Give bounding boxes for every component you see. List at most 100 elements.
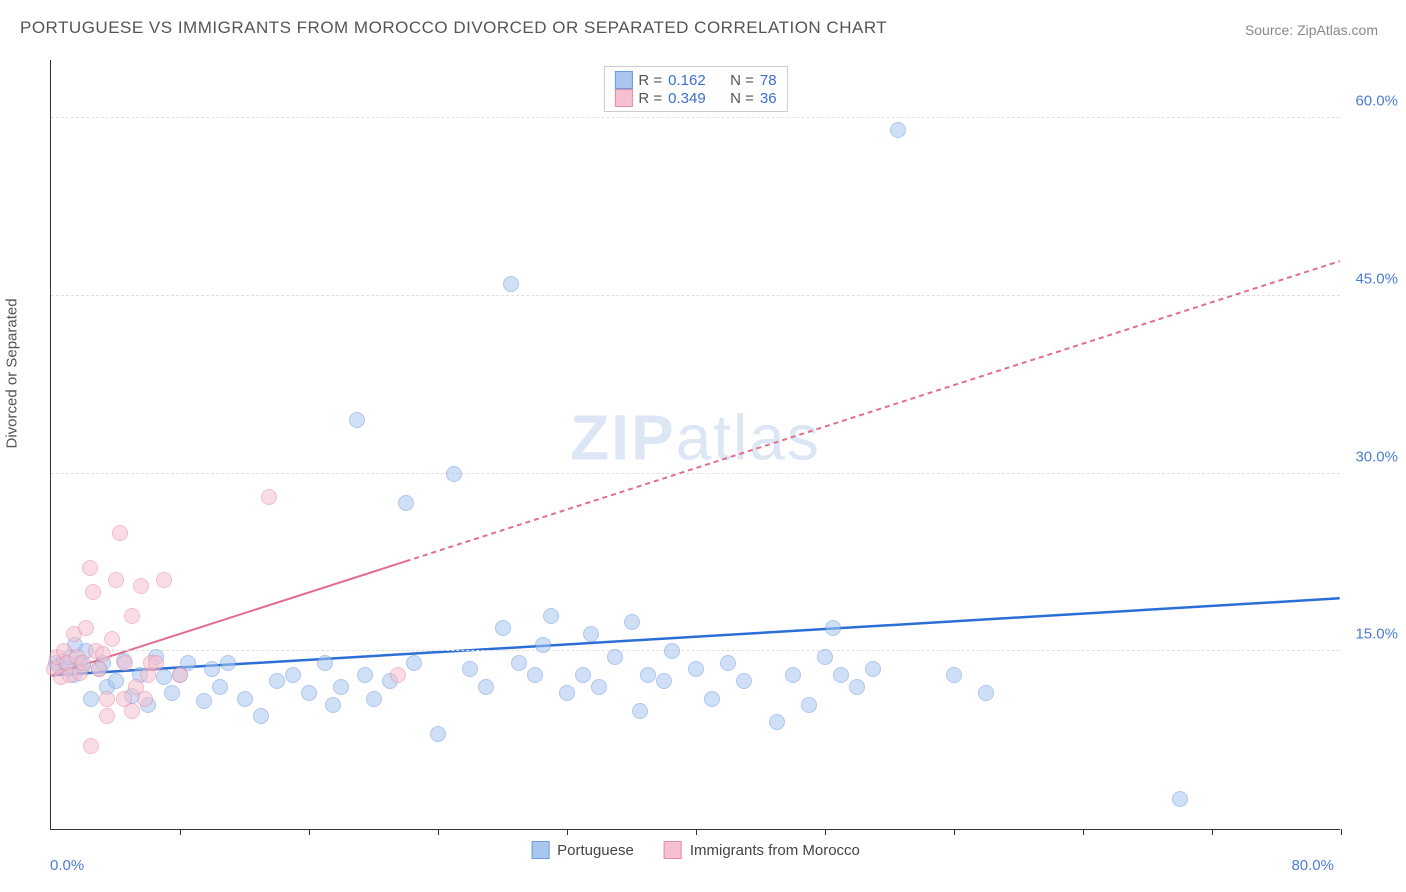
data-point xyxy=(704,691,720,707)
x-tick xyxy=(1341,829,1342,835)
series-legend-item: Portuguese xyxy=(531,841,634,859)
x-axis-min-label: 0.0% xyxy=(50,857,84,874)
data-point xyxy=(317,655,333,671)
data-point xyxy=(172,667,188,683)
data-point xyxy=(148,655,164,671)
data-point xyxy=(75,655,91,671)
legend-row: R =0.349N =36 xyxy=(614,89,776,107)
series-legend-item: Immigrants from Morocco xyxy=(664,841,860,859)
data-point xyxy=(591,679,607,695)
data-point xyxy=(688,661,704,677)
data-point xyxy=(108,673,124,689)
data-point xyxy=(212,679,228,695)
data-point xyxy=(503,276,519,292)
data-point xyxy=(575,667,591,683)
gridline xyxy=(51,295,1340,296)
series-legend-label: Immigrants from Morocco xyxy=(690,842,860,859)
data-point xyxy=(511,655,527,671)
data-point xyxy=(99,691,115,707)
trend-line-dashed xyxy=(406,261,1340,561)
data-point xyxy=(333,679,349,695)
legend-swatch xyxy=(664,841,682,859)
data-point xyxy=(83,738,99,754)
data-point xyxy=(535,637,551,653)
data-point xyxy=(785,667,801,683)
x-tick xyxy=(954,829,955,835)
data-point xyxy=(204,661,220,677)
data-point xyxy=(640,667,656,683)
data-point xyxy=(82,560,98,576)
data-point xyxy=(769,714,785,730)
x-tick xyxy=(825,829,826,835)
data-point xyxy=(104,631,120,647)
x-tick xyxy=(567,829,568,835)
y-tick-label: 45.0% xyxy=(1355,270,1398,287)
data-point xyxy=(237,691,253,707)
trend-lines-svg xyxy=(51,60,1340,829)
gridline xyxy=(51,117,1340,118)
data-point xyxy=(83,691,99,707)
y-tick-label: 15.0% xyxy=(1355,626,1398,643)
gridline xyxy=(51,473,1340,474)
data-point xyxy=(357,667,373,683)
series-legend: Portuguese Immigrants from Morocco xyxy=(531,841,860,859)
data-point xyxy=(446,466,462,482)
x-tick xyxy=(696,829,697,835)
data-point xyxy=(137,691,153,707)
data-point xyxy=(656,673,672,689)
y-tick-label: 60.0% xyxy=(1355,93,1398,110)
data-point xyxy=(849,679,865,695)
data-point xyxy=(462,661,478,677)
data-point xyxy=(108,572,124,588)
data-point xyxy=(253,708,269,724)
legend-swatch xyxy=(531,841,549,859)
data-point xyxy=(220,655,236,671)
data-point xyxy=(664,643,680,659)
data-point xyxy=(825,620,841,636)
x-tick xyxy=(1083,829,1084,835)
data-point xyxy=(156,669,172,685)
data-point xyxy=(390,667,406,683)
legend-r-label: R = xyxy=(638,72,662,89)
data-point xyxy=(890,122,906,138)
watermark: ZIPatlas xyxy=(570,400,821,474)
legend-r-value: 0.162 xyxy=(668,72,724,89)
data-point xyxy=(430,726,446,742)
data-point xyxy=(398,495,414,511)
data-point xyxy=(946,667,962,683)
data-point xyxy=(583,626,599,642)
x-tick xyxy=(180,829,181,835)
legend-swatch xyxy=(614,71,632,89)
data-point xyxy=(527,667,543,683)
source-attribution: Source: ZipAtlas.com xyxy=(1245,22,1378,38)
data-point xyxy=(124,703,140,719)
data-point xyxy=(865,661,881,677)
data-point xyxy=(325,697,341,713)
data-point xyxy=(112,525,128,541)
data-point xyxy=(269,673,285,689)
legend-n-value: 78 xyxy=(760,72,777,89)
legend-n-label: N = xyxy=(730,72,754,89)
series-legend-label: Portuguese xyxy=(557,842,634,859)
legend-r-value: 0.349 xyxy=(668,90,724,107)
data-point xyxy=(801,697,817,713)
watermark-zip: ZIP xyxy=(570,401,676,473)
data-point xyxy=(978,685,994,701)
data-point xyxy=(91,661,107,677)
data-point xyxy=(164,685,180,701)
watermark-atlas: atlas xyxy=(676,401,821,473)
data-point xyxy=(124,608,140,624)
data-point xyxy=(406,655,422,671)
data-point xyxy=(543,608,559,624)
data-point xyxy=(301,685,317,701)
y-tick-label: 30.0% xyxy=(1355,448,1398,465)
y-axis-title: Divorced or Separated xyxy=(4,298,21,448)
data-point xyxy=(559,685,575,701)
data-point xyxy=(1172,791,1188,807)
x-axis-max-label: 80.0% xyxy=(1291,857,1334,874)
legend-row: R = 0.162 N = 78 xyxy=(614,71,776,89)
correlation-legend: R = 0.162 N = 78R =0.349N =36 xyxy=(603,66,787,112)
data-point xyxy=(817,649,833,665)
data-point xyxy=(624,614,640,630)
data-point xyxy=(495,620,511,636)
